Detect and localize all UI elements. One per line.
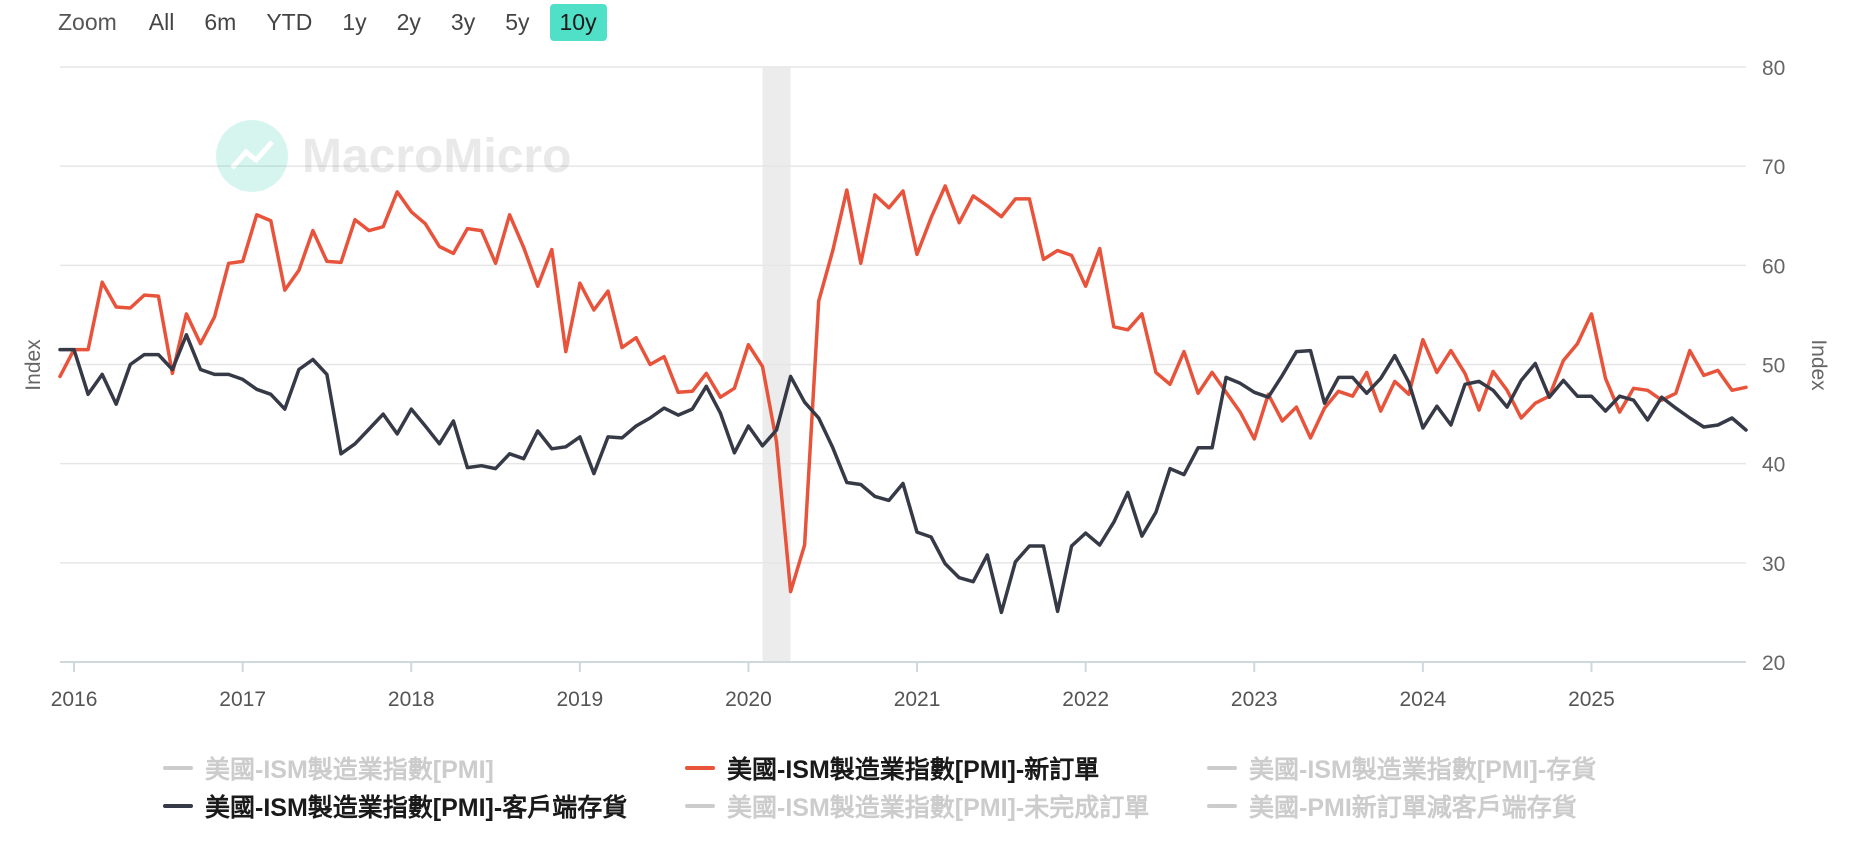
zoom-1y-button[interactable]: 1y xyxy=(342,8,367,35)
grid-lines xyxy=(60,66,1746,564)
zoom-3y-button[interactable]: 3y xyxy=(450,8,476,35)
x-tick-label: 2020 xyxy=(725,688,772,711)
zoom-5y-button[interactable]: 5y xyxy=(505,8,530,35)
legend-swatch xyxy=(1207,766,1237,770)
zoom-2y-button[interactable]: 2y xyxy=(396,8,421,35)
zoom-all-button[interactable]: All xyxy=(148,8,175,35)
x-tick-label: 2022 xyxy=(1062,688,1109,711)
zoom-ytd-button[interactable]: YTD xyxy=(266,8,313,35)
series-layer xyxy=(58,184,1748,615)
legend-label: 美國-ISM製造業指數[PMI]-新訂單 xyxy=(727,756,1100,784)
zoom-10y-button[interactable]: 10y xyxy=(549,3,607,41)
x-tick-label: 2024 xyxy=(1399,688,1446,711)
series-line-new-orders xyxy=(58,184,1748,594)
legend-item-customer-inventories[interactable]: 美國-ISM製造業指數[PMI]-客戶端存貨 xyxy=(163,788,627,824)
x-tick-label: 2017 xyxy=(219,688,266,711)
y-tick-label: 70 xyxy=(1762,156,1785,179)
macromicro-logo-icon xyxy=(216,120,288,192)
legend-swatch xyxy=(1207,804,1237,808)
legend-label: 美國-PMI新訂單減客戶端存貨 xyxy=(1249,794,1577,822)
zoom-bar: Zoom All 6m YTD 1y 2y 3y 5y 10y xyxy=(58,2,617,42)
legend-item-spread[interactable]: 美國-PMI新訂單減客戶端存貨 xyxy=(1207,788,1577,824)
x-tick-label: 2016 xyxy=(51,688,98,711)
legend-label: 美國-ISM製造業指數[PMI]-未完成訂單 xyxy=(727,794,1150,822)
legend-label: 美國-ISM製造業指數[PMI]-客戶端存貨 xyxy=(205,794,628,822)
zoom-label: Zoom xyxy=(58,8,117,35)
watermark-text: MacroMicro xyxy=(302,130,571,183)
legend-label: 美國-ISM製造業指數[PMI]-存貨 xyxy=(1249,756,1597,784)
legend-item-pmi[interactable]: 美國-ISM製造業指數[PMI] xyxy=(163,750,494,786)
x-tick-label: 2018 xyxy=(388,688,435,711)
y-tick-label: 50 xyxy=(1762,355,1785,378)
legend-item-inventories[interactable]: 美國-ISM製造業指數[PMI]-存貨 xyxy=(1207,750,1596,786)
legend-swatch xyxy=(163,804,193,808)
y-tick-label: 80 xyxy=(1762,57,1785,80)
x-axis-ticks: 2016 2017 2018 2019 2020 2021 2022 2023 2024 2025 xyxy=(51,662,1615,711)
y-axis-label-right: Index xyxy=(1807,339,1830,391)
legend-item-backlog[interactable]: 美國-ISM製造業指數[PMI]-未完成訂單 xyxy=(685,788,1149,824)
y-axis-label-left: Index xyxy=(22,339,45,391)
legend-swatch xyxy=(163,766,193,770)
x-tick-label: 2021 xyxy=(894,688,941,711)
legend-item-new-orders[interactable]: 美國-ISM製造業指數[PMI]-新訂單 xyxy=(685,750,1099,786)
zoom-6m-button[interactable]: 6m xyxy=(204,8,237,35)
legend-swatch xyxy=(685,804,715,808)
y-tick-label: 20 xyxy=(1762,652,1785,675)
legend-label: 美國-ISM製造業指數[PMI] xyxy=(205,756,494,784)
x-tick-label: 2023 xyxy=(1231,688,1278,711)
logo-chart-icon xyxy=(230,140,274,170)
x-tick-label: 2025 xyxy=(1568,688,1615,711)
legend-swatch xyxy=(685,766,715,770)
series-line-customer-inventories xyxy=(58,333,1748,615)
macromicro-watermark: MacroMicro xyxy=(216,120,571,192)
y-tick-label: 40 xyxy=(1762,454,1785,477)
chart-legend: 美國-ISM製造業指數[PMI] 美國-ISM製造業指數[PMI]-新訂單 美國… xyxy=(0,740,1850,840)
y-axis-ticks: 20 30 40 50 60 70 80 xyxy=(1762,57,1785,675)
y-tick-label: 30 xyxy=(1762,553,1785,576)
y-tick-label: 60 xyxy=(1762,255,1785,278)
x-tick-label: 2019 xyxy=(556,688,603,711)
